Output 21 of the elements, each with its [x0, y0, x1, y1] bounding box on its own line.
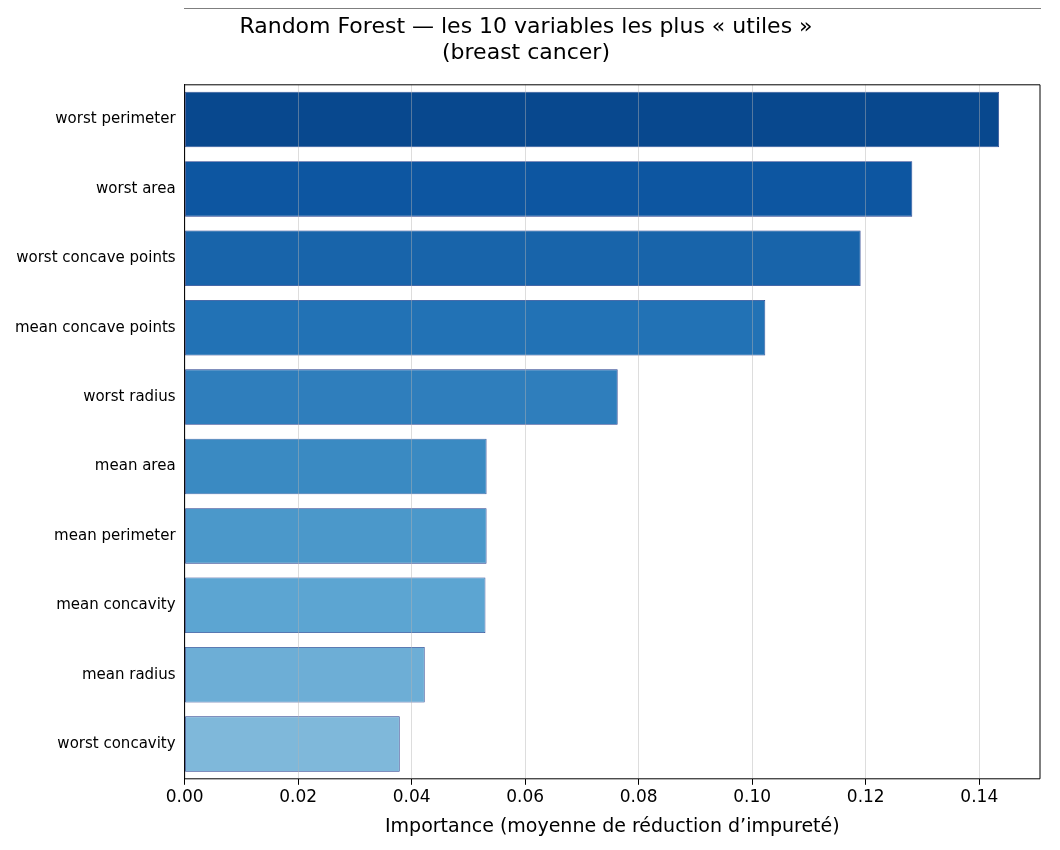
- x-tick-label: 0.00: [165, 786, 204, 807]
- y-tick-label: mean radius: [81, 664, 176, 683]
- y-tick-label: mean area: [94, 456, 176, 475]
- y-tick-label: worst concave points: [16, 248, 176, 267]
- y-tick-label: mean concave points: [15, 317, 176, 336]
- x-tick-label: 0.08: [619, 786, 658, 807]
- y-tick-label: worst perimeter: [55, 109, 177, 128]
- x-axis-title: Importance (moyenne de réduction d’impureté): [384, 813, 840, 836]
- y-tick-label: worst radius: [83, 386, 176, 405]
- x-tick-label: 0.10: [733, 786, 772, 807]
- x-tick-label: 0.14: [960, 786, 999, 807]
- x-tick-label: 0.02: [279, 786, 318, 807]
- x-tick-label: 0.04: [392, 786, 431, 807]
- chart-title: Random Forest — les 10 variables les plus « utiles »: [239, 12, 813, 38]
- chart-subtitle: (breast cancer): [442, 39, 610, 65]
- y-tick-label: mean concavity: [56, 595, 176, 614]
- y-tick-label: worst area: [96, 178, 176, 197]
- x-tick-label: 0.12: [846, 786, 885, 807]
- x-tick-label: 0.06: [506, 786, 545, 807]
- y-tick-label: worst concavity: [57, 733, 176, 752]
- y-tick-label: mean perimeter: [54, 525, 177, 544]
